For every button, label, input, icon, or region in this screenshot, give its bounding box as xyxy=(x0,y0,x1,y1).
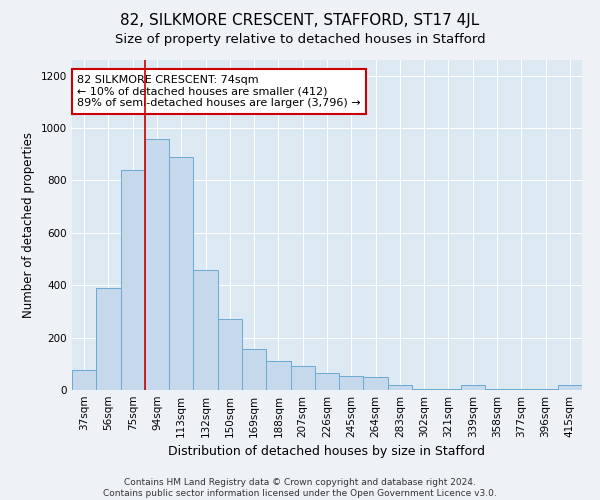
Bar xyxy=(242,350,266,390)
Bar xyxy=(436,388,461,390)
Bar xyxy=(558,385,582,390)
Bar xyxy=(339,376,364,390)
Bar xyxy=(193,270,218,390)
Bar xyxy=(485,388,509,390)
Bar xyxy=(169,157,193,390)
Text: Size of property relative to detached houses in Stafford: Size of property relative to detached ho… xyxy=(115,32,485,46)
Bar xyxy=(72,370,96,390)
Bar xyxy=(266,361,290,390)
Bar xyxy=(509,388,533,390)
X-axis label: Distribution of detached houses by size in Stafford: Distribution of detached houses by size … xyxy=(169,446,485,458)
Bar xyxy=(290,366,315,390)
Text: 82 SILKMORE CRESCENT: 74sqm
← 10% of detached houses are smaller (412)
89% of se: 82 SILKMORE CRESCENT: 74sqm ← 10% of det… xyxy=(77,75,361,108)
Bar xyxy=(218,320,242,390)
Text: Contains HM Land Registry data © Crown copyright and database right 2024.
Contai: Contains HM Land Registry data © Crown c… xyxy=(103,478,497,498)
Bar xyxy=(121,170,145,390)
Bar xyxy=(315,373,339,390)
Bar xyxy=(364,377,388,390)
Bar xyxy=(388,385,412,390)
Bar xyxy=(96,288,121,390)
Bar xyxy=(145,138,169,390)
Bar xyxy=(533,388,558,390)
Text: 82, SILKMORE CRESCENT, STAFFORD, ST17 4JL: 82, SILKMORE CRESCENT, STAFFORD, ST17 4J… xyxy=(121,12,479,28)
Y-axis label: Number of detached properties: Number of detached properties xyxy=(22,132,35,318)
Bar xyxy=(412,388,436,390)
Bar xyxy=(461,385,485,390)
